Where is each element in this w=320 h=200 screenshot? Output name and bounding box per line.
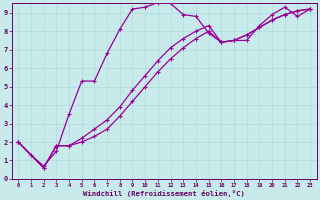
X-axis label: Windchill (Refroidissement éolien,°C): Windchill (Refroidissement éolien,°C) (83, 190, 245, 197)
